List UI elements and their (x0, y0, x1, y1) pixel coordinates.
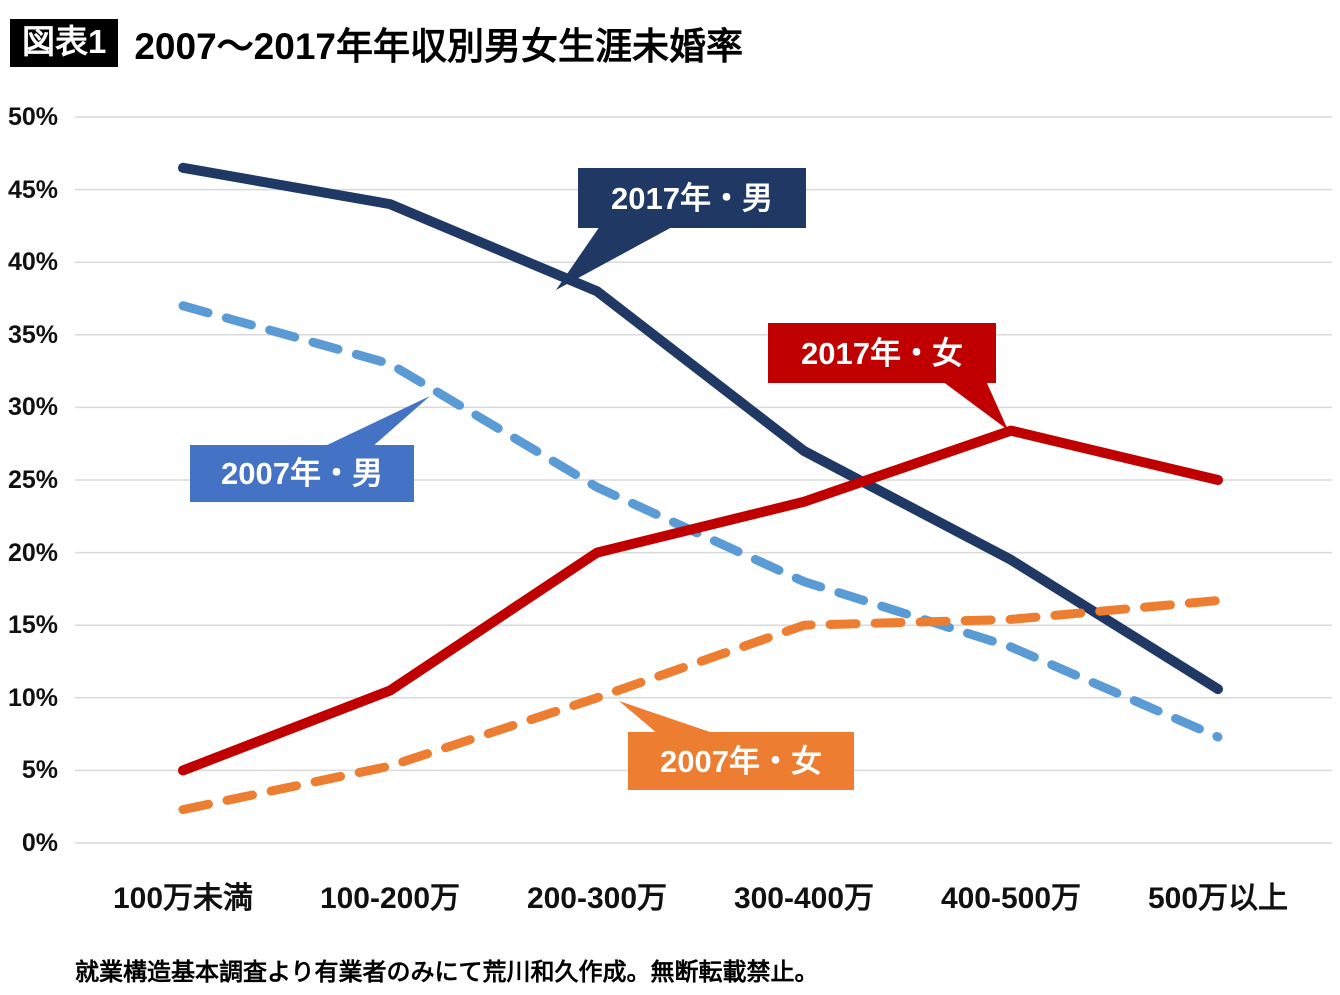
y-axis-tick-label: 25% (7, 466, 58, 494)
x-axis-label: 300-400万 (733, 882, 875, 915)
y-axis-tick-label: 45% (7, 175, 58, 204)
y-axis-tick-label: 10% (7, 683, 58, 712)
x-axis-label: 500万以上 (1147, 882, 1289, 915)
series-callout-2007年・女: 2007年・女 (628, 732, 854, 790)
y-axis-tick-label: 35% (7, 320, 58, 349)
y-axis-tick-label: 0% (21, 829, 58, 857)
y-axis-tick-label: 40% (7, 248, 58, 277)
y-axis-tick-label: 30% (7, 393, 58, 422)
y-axis-tick-label: 50% (7, 103, 58, 131)
callout-tail (556, 226, 674, 290)
series-line-2007年・男 (178, 301, 1223, 742)
page-title: 2007〜2017年年収別男女生涯未婚率 (134, 26, 743, 67)
series-line-2017年・女 (178, 425, 1223, 776)
callout-tail (942, 381, 1008, 430)
figure-badge: 図表1 (10, 18, 119, 68)
callout-tail (619, 701, 716, 734)
series-callout-2017年・女: 2017年・女 (768, 323, 996, 383)
source-note: 就業構造基本調査より有業者のみにて荒川和久作成。無断転載禁止。 (75, 959, 819, 986)
x-axis-label: 400-500万 (940, 882, 1082, 915)
y-axis-tick-label: 20% (7, 538, 58, 567)
x-axis-label: 200-300万 (526, 882, 668, 915)
series-callout-2007年・男: 2007年・男 (190, 445, 414, 502)
series-callout-2017年・男: 2017年・男 (578, 168, 806, 228)
y-axis-tick-label: 5% (21, 756, 58, 785)
x-axis-label: 100-200万 (319, 882, 461, 915)
y-axis-tick-label: 15% (7, 611, 58, 640)
x-axis-label: 100万未満 (112, 882, 254, 915)
chart-header: 図表1 2007〜2017年年収別男女生涯未婚率 (10, 16, 743, 70)
series-line-2007年・女 (178, 596, 1223, 815)
callout-tail (323, 396, 430, 447)
series-line-2017年・男 (178, 162, 1223, 695)
